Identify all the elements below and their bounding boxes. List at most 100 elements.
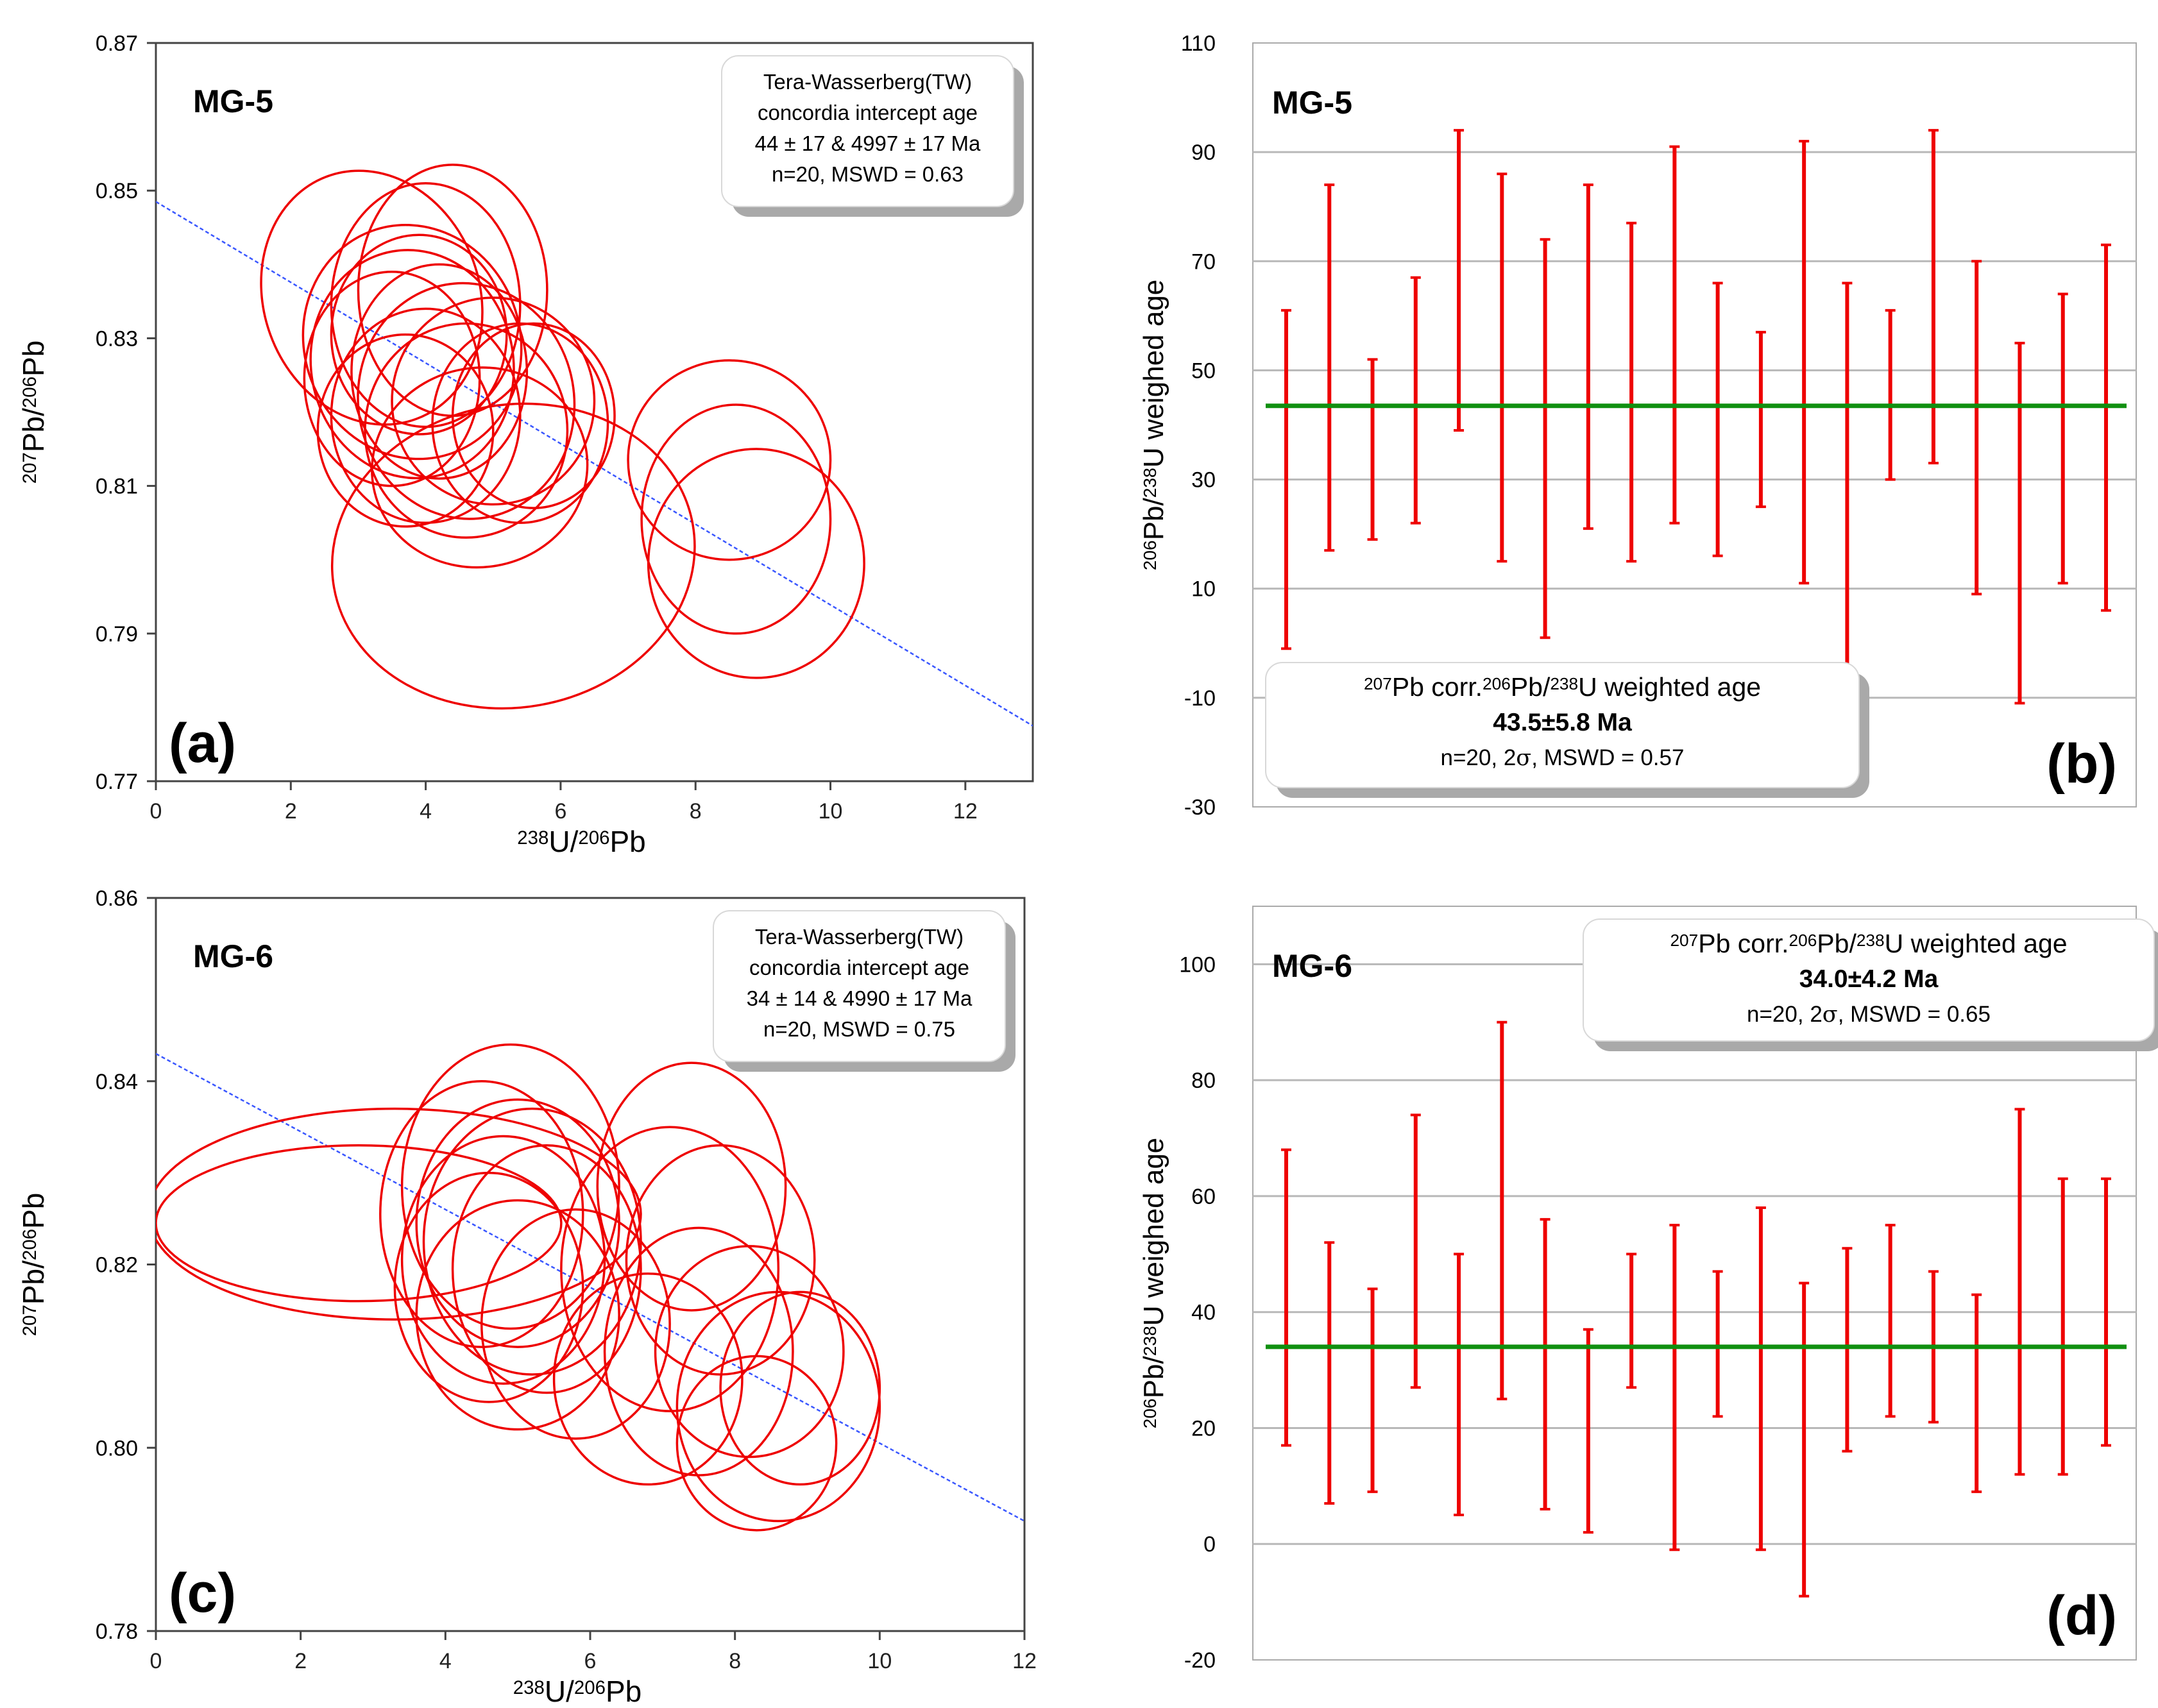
annotation-title: 207Pb corr.206Pb/238U weighted age <box>1364 672 1761 702</box>
error-bar-7 <box>1540 1218 1551 1510</box>
error-bar-5 <box>1454 1253 1465 1517</box>
error-bar-19 <box>2057 292 2068 585</box>
y-tick-label: 0.84 <box>96 1070 138 1094</box>
error-ellipse-1 <box>260 169 484 426</box>
panel-label: (b) <box>2046 733 2117 795</box>
error-bar-7 <box>1540 238 1551 639</box>
label-part: U weighed age <box>1138 280 1169 468</box>
sample-label: MG-5 <box>193 83 273 119</box>
superscript: 206 <box>19 376 40 408</box>
error-ellipse-17 <box>719 1290 881 1486</box>
discordia-line <box>156 1053 1024 1522</box>
error-ellipse-4 <box>379 1080 584 1348</box>
panel-label: (c) <box>169 1562 236 1624</box>
sample-label: MG-5 <box>1272 85 1352 121</box>
label-part: U weighted age <box>1885 929 2068 958</box>
superscript: σ <box>1822 1002 1838 1027</box>
error-bar-9 <box>1626 1253 1637 1389</box>
error-bar-8 <box>1583 1328 1593 1534</box>
annotation-title: 207Pb corr.206Pb/238U weighted age <box>1670 929 2067 958</box>
error-ellipse-15 <box>654 1245 845 1459</box>
x-tick-label: 12 <box>1012 1649 1037 1673</box>
superscript: 238 <box>513 1677 545 1698</box>
sample-label: MG-6 <box>1272 948 1352 984</box>
x-tick-label: 4 <box>420 799 432 824</box>
error-bar-3 <box>1367 358 1378 541</box>
error-ellipse-20 <box>480 1208 671 1440</box>
error-ellipse-8 <box>357 282 576 520</box>
concordia-chart-c: 0 2 4 6 8 10 120.780.800.820.840.86238U/206Pb2… <box>17 886 1037 1708</box>
x-axis-label: 238U/206Pb <box>513 1675 642 1708</box>
error-bar-20 <box>2101 243 2111 612</box>
label-part: Pb <box>17 1193 50 1229</box>
y-tick-label: 0.78 <box>96 1619 138 1644</box>
superscript: 206 <box>1140 540 1160 570</box>
y-tick-label: 40 <box>1191 1301 1216 1325</box>
error-bar-11 <box>1712 1270 1723 1418</box>
y-axis-label: 206Pb/238U weighed age <box>1138 280 1169 571</box>
error-bar-18 <box>2014 1108 2025 1476</box>
error-bar-6 <box>1497 1020 1508 1401</box>
error-bar-15 <box>1885 309 1896 481</box>
y-axis-label: 206Pb/238U weighed age <box>1138 1138 1169 1429</box>
error-bar-2 <box>1324 183 1335 552</box>
error-ellipse-11 <box>330 233 508 435</box>
y-tick-label: 0.87 <box>96 31 138 56</box>
label-part: Pb corr. <box>1392 672 1483 702</box>
plot-area <box>156 1043 1024 1532</box>
discordia-line <box>156 201 1033 727</box>
y-tick-label: 0.81 <box>96 475 138 499</box>
error-ellipse-2 <box>156 1144 563 1303</box>
y-tick-label: 70 <box>1191 249 1216 274</box>
error-ellipse-7 <box>350 263 529 480</box>
superscript: 207 <box>1670 931 1698 950</box>
y-tick-label: -20 <box>1184 1648 1216 1673</box>
superscript: 206 <box>1483 674 1511 693</box>
error-bar-8 <box>1583 183 1593 530</box>
label-part: Pb/ <box>1138 497 1169 540</box>
annotation-stats: n=20, 2σ, MSWD = 0.57 <box>1441 745 1685 771</box>
y-tick-label: 50 <box>1191 359 1216 383</box>
annotation-line-2: concordia intercept age <box>758 101 978 124</box>
y-tick-label: 110 <box>1181 31 1216 56</box>
label-part: U/ <box>545 1675 574 1708</box>
y-tick-label: 30 <box>1191 468 1216 493</box>
annotation-line-4: n=20, MSWD = 0.75 <box>763 1017 955 1041</box>
error-ellipse-12 <box>560 1126 780 1412</box>
error-bar-19 <box>2057 1177 2068 1476</box>
y-tick-label: 20 <box>1191 1416 1216 1441</box>
label-part: U/ <box>548 825 578 858</box>
label-part: Pb <box>606 1675 641 1708</box>
annotation-line-1: Tera-Wasserberg(TW) <box>755 925 964 949</box>
error-bar-3 <box>1367 1287 1378 1493</box>
sample-label: MG-6 <box>193 938 273 974</box>
x-tick-label: 0 <box>150 1649 162 1673</box>
callout-box <box>721 55 1014 207</box>
annotation-line-2: concordia intercept age <box>749 956 969 979</box>
error-ellipse-16 <box>330 402 696 710</box>
label-part: Pb/ <box>1511 672 1551 702</box>
error-bar-17 <box>1971 1293 1982 1493</box>
superscript: 206 <box>578 827 609 849</box>
y-tick-label: 0 <box>1203 1532 1216 1557</box>
concordia-chart-a: 0 2 4 6 8 10 12 0.77 0.79 0.81 0.83 0.85 0.87 238U/20… <box>17 31 1034 858</box>
label-part: Pb/ <box>1817 929 1856 958</box>
label-part: , MSWD = 0.57 <box>1531 745 1684 770</box>
x-tick-label: 4 <box>439 1649 452 1673</box>
x-tick-label: 10 <box>819 799 843 824</box>
annotation-line-3: 44 ± 17 & 4997 ± 17 Ma <box>755 131 981 155</box>
error-ellipse-2 <box>302 224 523 461</box>
error-bar-14 <box>1842 1247 1853 1453</box>
label-part: Pb/ <box>17 1260 50 1305</box>
error-bar-17 <box>1971 260 1982 596</box>
error-bar-11 <box>1712 282 1723 557</box>
superscript: 238 <box>1140 468 1160 498</box>
error-bar-20 <box>2101 1177 2111 1447</box>
error-bar-10 <box>1669 145 1680 525</box>
x-tick-label: 8 <box>729 1649 741 1673</box>
x-tick-label: 8 <box>690 799 702 824</box>
y-tick-label: -10 <box>1184 686 1216 711</box>
superscript: 206 <box>1789 931 1817 950</box>
annotation-stats: n=20, 2σ, MSWD = 0.65 <box>1747 1002 1991 1027</box>
